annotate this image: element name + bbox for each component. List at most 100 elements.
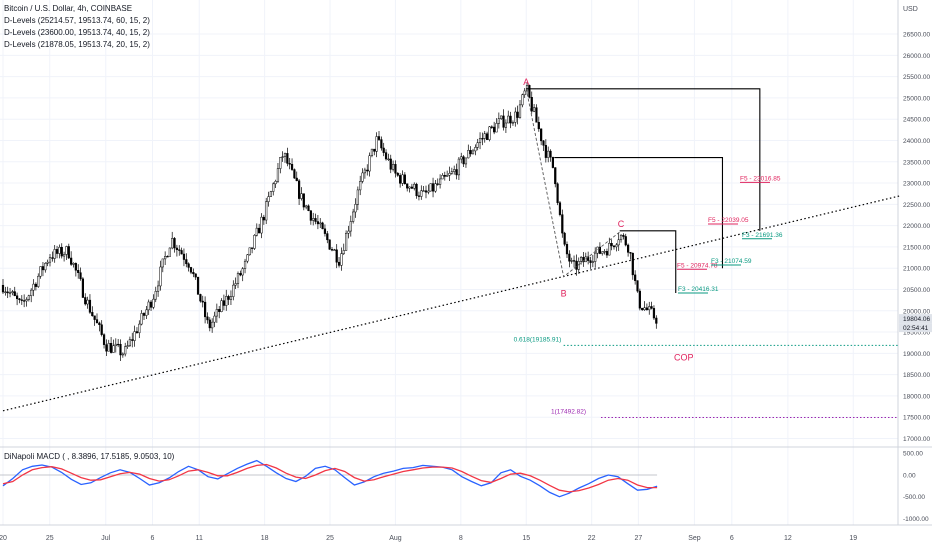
price-tick-label: 26000.00 bbox=[903, 53, 930, 60]
candle-body bbox=[476, 142, 479, 148]
candle-body bbox=[483, 133, 486, 139]
candle-body bbox=[563, 232, 566, 245]
candle-body bbox=[441, 175, 444, 180]
candle-body bbox=[514, 111, 517, 123]
candle-body bbox=[30, 289, 33, 296]
candle-body bbox=[605, 251, 609, 256]
candle-body bbox=[283, 153, 287, 157]
candle-body bbox=[180, 250, 183, 255]
candle-body bbox=[192, 272, 195, 275]
trendline bbox=[2, 195, 901, 412]
candle-body bbox=[32, 283, 35, 291]
candle-body bbox=[11, 291, 14, 293]
candle-body bbox=[100, 324, 103, 335]
candle-body bbox=[246, 254, 249, 262]
price-tick-label: 25500.00 bbox=[903, 74, 930, 81]
candle-body bbox=[549, 150, 552, 158]
fib-level-label: F5 - 23016.85 bbox=[740, 175, 781, 182]
price-tick-label: 20500.00 bbox=[903, 287, 930, 294]
candle-body bbox=[314, 218, 317, 222]
candle-body bbox=[164, 256, 167, 260]
candle-body bbox=[166, 256, 169, 258]
candle-body bbox=[58, 246, 61, 254]
candle-body bbox=[413, 183, 416, 189]
candle-body bbox=[643, 307, 646, 311]
candle-body bbox=[460, 156, 463, 160]
price-tick-label: 21500.00 bbox=[903, 244, 930, 251]
candle-body bbox=[79, 272, 82, 280]
candle-body bbox=[20, 299, 23, 301]
candle-body bbox=[234, 283, 237, 286]
time-tick-label: 6 bbox=[730, 535, 734, 542]
candle-body bbox=[243, 260, 247, 269]
candle-body bbox=[544, 145, 547, 158]
price-tick-label: 20000.00 bbox=[903, 308, 930, 315]
candle-body bbox=[403, 174, 406, 185]
candle-body bbox=[535, 107, 538, 123]
candle-body bbox=[622, 234, 625, 237]
candle-body bbox=[239, 273, 242, 276]
candle-body bbox=[114, 343, 117, 347]
candle-body bbox=[27, 295, 30, 300]
candle-body bbox=[580, 257, 583, 262]
candle-body bbox=[16, 295, 19, 300]
candle-body bbox=[293, 169, 296, 179]
candle-body bbox=[321, 222, 324, 230]
candle-body bbox=[481, 138, 484, 140]
candle-body bbox=[641, 307, 644, 311]
candle-body bbox=[509, 115, 512, 124]
candle-body bbox=[173, 238, 176, 249]
candle-body bbox=[107, 343, 110, 352]
candle-body bbox=[121, 353, 124, 356]
candle-body bbox=[196, 276, 200, 295]
countdown-label: 02:54:41 bbox=[903, 325, 929, 332]
candle-body bbox=[500, 115, 503, 119]
macd-tick-label: 500.00 bbox=[903, 451, 923, 458]
candle-body bbox=[53, 249, 56, 259]
candle-body bbox=[279, 157, 282, 169]
price-tick-label: 17000.00 bbox=[903, 436, 930, 443]
candle-body bbox=[486, 133, 489, 140]
macd-tick-label: 0.00 bbox=[903, 472, 916, 479]
candle-body bbox=[528, 85, 531, 98]
candle-body bbox=[175, 247, 179, 250]
candle-body bbox=[145, 309, 148, 316]
candle-body bbox=[601, 251, 604, 254]
candle-body bbox=[342, 250, 345, 254]
abc-swing-line bbox=[525, 88, 620, 278]
candle-body bbox=[547, 150, 550, 158]
candle-body bbox=[335, 249, 338, 263]
candle-body bbox=[396, 172, 399, 176]
candle-body bbox=[655, 317, 658, 324]
candle-body bbox=[619, 234, 623, 241]
candle-body bbox=[95, 319, 99, 324]
candle-body bbox=[98, 322, 101, 325]
candle-body bbox=[636, 280, 639, 292]
candle-body bbox=[488, 126, 491, 140]
grid-lines bbox=[0, 0, 898, 525]
price-tick-label: 24000.00 bbox=[903, 138, 930, 145]
candle-body bbox=[577, 261, 580, 270]
candle-body bbox=[51, 257, 54, 259]
price-tick-label: 23000.00 bbox=[903, 181, 930, 188]
candle-body bbox=[542, 140, 545, 146]
indicator-label-1: D-Levels (25214.57, 19513.74, 60, 15, 2) bbox=[4, 16, 150, 25]
candle-body bbox=[457, 158, 460, 176]
candle-body bbox=[450, 171, 453, 174]
candle-body bbox=[251, 247, 254, 249]
candle-body bbox=[504, 122, 507, 128]
candle-body bbox=[253, 235, 256, 249]
last-price-label: 19804.06 bbox=[903, 316, 930, 323]
candle-body bbox=[138, 323, 141, 334]
time-tick-label: 15 bbox=[522, 535, 530, 542]
candle-body bbox=[25, 299, 28, 302]
price-axis-currency: USD bbox=[903, 6, 918, 13]
candle-body bbox=[262, 216, 265, 221]
candle-body bbox=[594, 252, 597, 262]
candle-body bbox=[225, 296, 228, 306]
candle-body bbox=[448, 173, 451, 176]
time-tick-label: 25 bbox=[326, 535, 334, 542]
price-tick-label: 18000.00 bbox=[903, 393, 930, 400]
